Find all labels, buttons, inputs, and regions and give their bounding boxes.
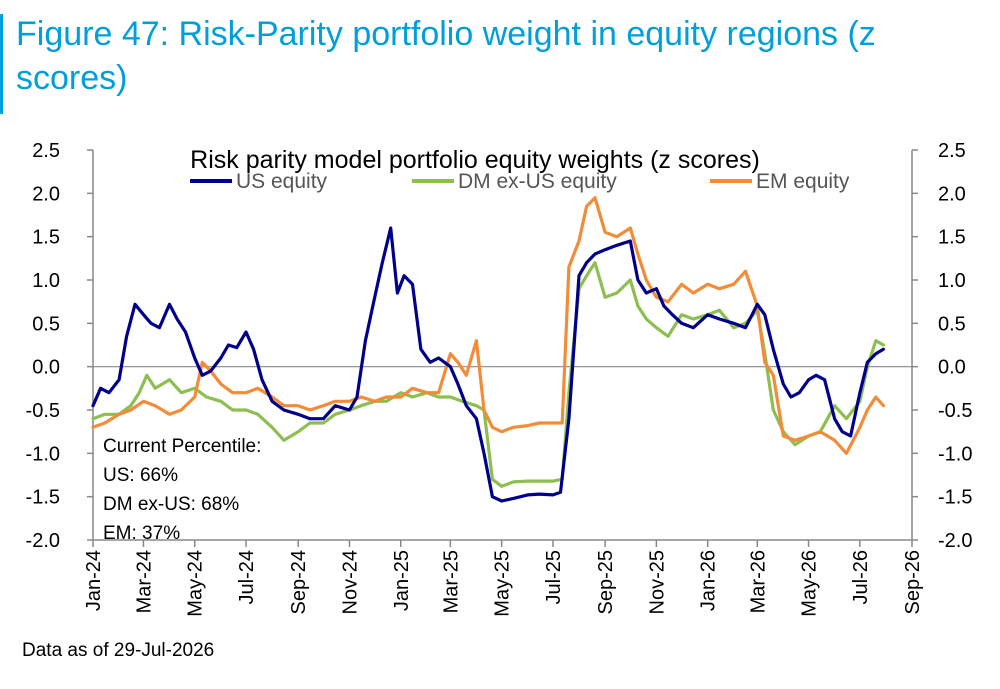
y-tick-label-left: 1.0 <box>32 270 60 292</box>
x-tick-label: May-25 <box>492 550 514 617</box>
y-tick-label-left: -1.5 <box>26 487 60 509</box>
y-tick-label-right: 1.5 <box>938 227 966 249</box>
y-tick-label-right: 0.5 <box>938 313 966 335</box>
x-tick-label: May-26 <box>799 550 821 617</box>
annotation-line: EM: 37% <box>103 523 180 544</box>
y-tick-label-left: -0.5 <box>26 400 60 422</box>
annotation-line: US: 66% <box>103 465 178 486</box>
source-note: Data as of 29-Jul-2026 <box>22 640 215 661</box>
x-tick-label: Jan-25 <box>391 550 413 611</box>
y-tick-label-right: -2.0 <box>938 530 972 552</box>
series-line-2 <box>91 196 886 455</box>
x-tick-label: Nov-24 <box>339 550 361 614</box>
x-tick-label: Mar-24 <box>133 550 155 613</box>
x-tick-label: Sep-24 <box>288 550 310 615</box>
x-tick-label: Jul-24 <box>236 550 258 604</box>
x-tick-label: Jan-24 <box>83 550 105 611</box>
y-tick-label-left: 0.0 <box>32 357 60 379</box>
annotation-line: DM ex-US: 68% <box>103 494 239 515</box>
legend-label: EM equity <box>756 170 850 193</box>
y-tick-label-right: 2.5 <box>938 140 966 162</box>
y-tick-label-right: 0.0 <box>938 357 966 379</box>
y-tick-label-left: 0.5 <box>32 313 60 335</box>
x-tick-label: Nov-25 <box>646 550 668 614</box>
figure-title: Figure 47: Risk-Parity portfolio weight … <box>16 15 876 97</box>
x-tick-label: Sep-25 <box>595 550 617 615</box>
y-tick-label-left: -1.0 <box>26 443 60 465</box>
chart-lines <box>91 196 886 503</box>
legend-label: DM ex-US equity <box>458 170 617 193</box>
y-tick-label-left: 2.0 <box>32 183 60 205</box>
y-tick-label-left: -2.0 <box>26 530 60 552</box>
legend-label: US equity <box>236 170 328 193</box>
x-tick-label: Jul-25 <box>543 550 565 604</box>
y-tick-label-right: -0.5 <box>938 400 972 422</box>
y-tick-label-left: 1.5 <box>32 227 60 249</box>
y-tick-label-right: -1.5 <box>938 487 972 509</box>
chart-legend: US equity DM ex-US equity EM equity <box>190 170 850 193</box>
chart-axes: 2.5 2.5 2.0 2.0 1.5 1.5 1.0 1.0 0.5 0.5 0.0 0.0 -0.5… <box>26 140 973 617</box>
chart-title: Risk parity model portfolio equity weigh… <box>190 146 760 174</box>
x-tick-label: Mar-26 <box>747 550 769 613</box>
percentile-annotation: Current Percentile: US: 66% DM ex-US: 68% E… <box>103 436 261 544</box>
y-tick-label-right: 2.0 <box>938 183 966 205</box>
x-tick-label: Jan-26 <box>698 550 720 611</box>
figure-accent-bar <box>0 14 3 114</box>
y-tick-label-right: 1.0 <box>938 270 966 292</box>
x-tick-label: Jul-26 <box>850 550 872 604</box>
y-tick-label-right: -1.0 <box>938 443 972 465</box>
x-tick-label: May-24 <box>185 550 207 617</box>
series-line-0 <box>91 226 886 503</box>
annotation-line: Current Percentile: <box>103 436 261 457</box>
x-tick-label: Sep-26 <box>902 550 924 615</box>
y-tick-label-left: 2.5 <box>32 140 60 162</box>
x-tick-label: Mar-25 <box>440 550 462 613</box>
